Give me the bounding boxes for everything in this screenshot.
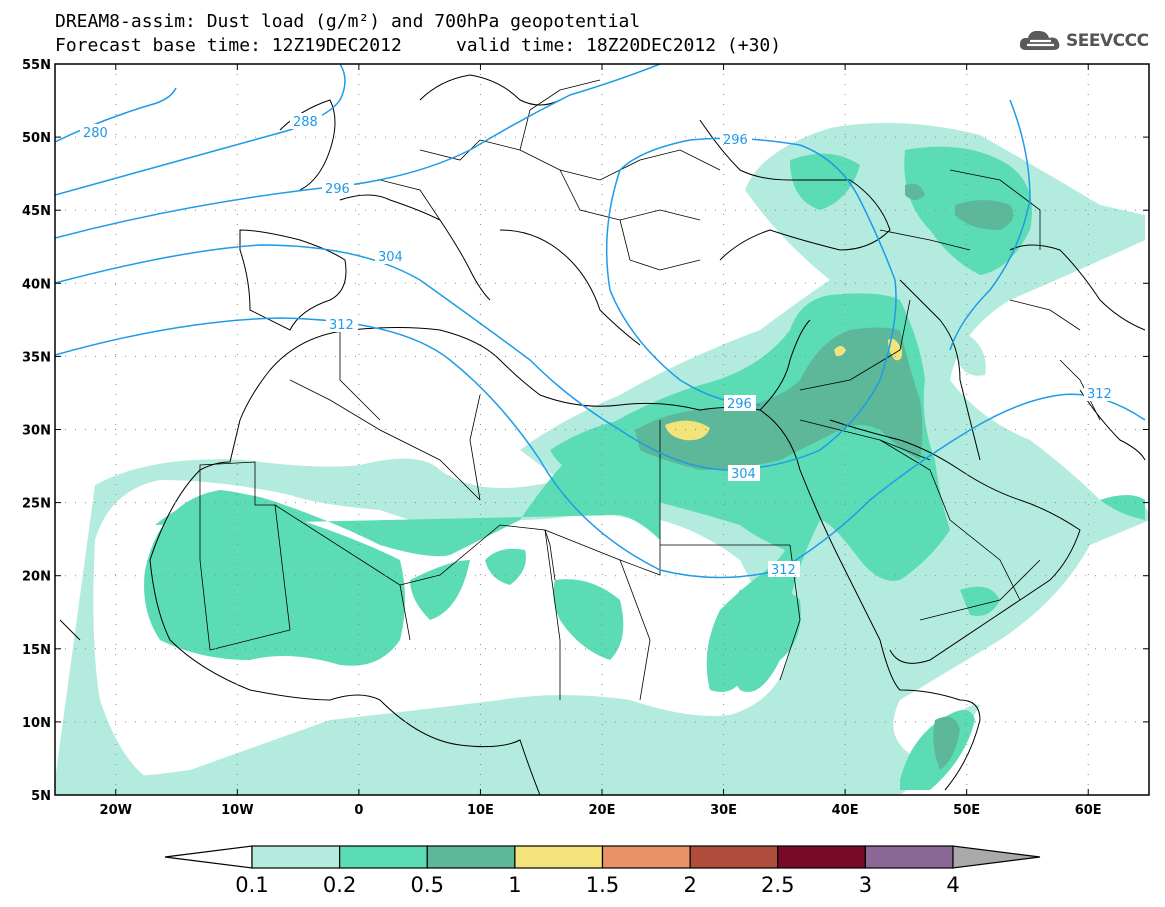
colorbar-label: 1 (508, 873, 521, 897)
lat-tick-label: 45N (22, 204, 51, 219)
colorbar-swatch (426, 845, 516, 869)
lon-tick-label: 10E (467, 803, 494, 818)
lat-tick-label: 20N (22, 570, 51, 585)
contour-label: 288 (293, 115, 318, 130)
contour-label: 296 (727, 397, 752, 412)
contour-label: 312 (329, 318, 354, 333)
contour-labels: 280 288 296 304 312 296 304 312 312 296 (80, 113, 1116, 578)
map-subtitle: Forecast base time: 12Z19DEC2012 valid t… (55, 35, 782, 56)
colorbar-label: 3 (859, 873, 872, 897)
lat-tick-label: 25N (22, 497, 51, 512)
seevccc-logo: SEEVCCC (1018, 28, 1149, 54)
contour-label: 296 (723, 133, 748, 148)
lat-tick-label: 55N (22, 58, 51, 73)
dust-shade-0.5 (635, 183, 1014, 770)
lat-tick-label: 35N (22, 350, 51, 365)
geopotential-contours (55, 64, 1146, 579)
lon-tick-label: 10W (221, 803, 253, 818)
lat-tick-label: 30N (22, 424, 51, 439)
lon-tick-label: 20E (589, 803, 616, 818)
lon-tick-label: 40E (832, 803, 859, 818)
colorbar-swatch (251, 845, 341, 869)
colorbar-swatch (864, 845, 954, 869)
lat-tick-label: 5N (31, 789, 51, 804)
contour-label: 296 (325, 182, 350, 197)
lat-tick-label: 10N (22, 716, 51, 731)
lon-tick-label: 30E (710, 803, 737, 818)
lat-tick-label: 15N (22, 643, 51, 658)
contour-label: 312 (1087, 387, 1112, 402)
lon-tick-label: 0 (354, 803, 363, 818)
map-title: DREAM8-assim: Dust load (g/m²) and 700hP… (55, 11, 641, 32)
logo-text: SEEVCCC (1066, 31, 1149, 51)
lat-tick-label: 50N (22, 131, 51, 146)
colorbar-low-arrow (164, 845, 253, 869)
lat-tick-label: 40N (22, 277, 51, 292)
colorbar-label: 0.2 (323, 873, 356, 897)
contour-label: 312 (771, 563, 796, 578)
colorbar-label: 0.1 (235, 873, 268, 897)
colorbar-swatch (601, 845, 691, 869)
coastlines (59, 74, 1146, 795)
longitude-axis: 20W 10W 0 10E 20E 30E 40E 50E 60E (100, 64, 1102, 818)
colorbar: 0.1 0.2 0.5 1 1.5 2 2.5 3 4 (164, 845, 1041, 897)
colorbar-label: 2 (683, 873, 696, 897)
colorbar-swatch (339, 845, 428, 869)
map-plot-area: 280 288 296 304 312 296 304 312 312 296 (55, 64, 1149, 795)
latitude-axis: 55N 50N 45N 40N 35N 30N 25N 20N 15N 10N 5N (22, 58, 1149, 804)
colorbar-label: 1.5 (586, 873, 619, 897)
colorbar-swatch (777, 845, 866, 869)
contour-label: 280 (83, 126, 108, 141)
colorbar-high-arrow (952, 845, 1041, 869)
lon-tick-label: 20W (100, 803, 132, 818)
colorbar-swatch (689, 845, 779, 869)
dust-shade-1 (665, 338, 903, 441)
colorbar-label: 2.5 (761, 873, 794, 897)
colorbar-swatch (514, 845, 604, 869)
colorbar-label: 4 (946, 873, 959, 897)
contour-label: 304 (731, 467, 756, 482)
colorbar-label: 0.5 (411, 873, 444, 897)
lon-tick-label: 60E (1075, 803, 1102, 818)
lon-tick-label: 50E (953, 803, 980, 818)
cloud-icon (1019, 30, 1060, 50)
contour-label: 304 (378, 250, 403, 265)
country-borders (199, 79, 1101, 701)
